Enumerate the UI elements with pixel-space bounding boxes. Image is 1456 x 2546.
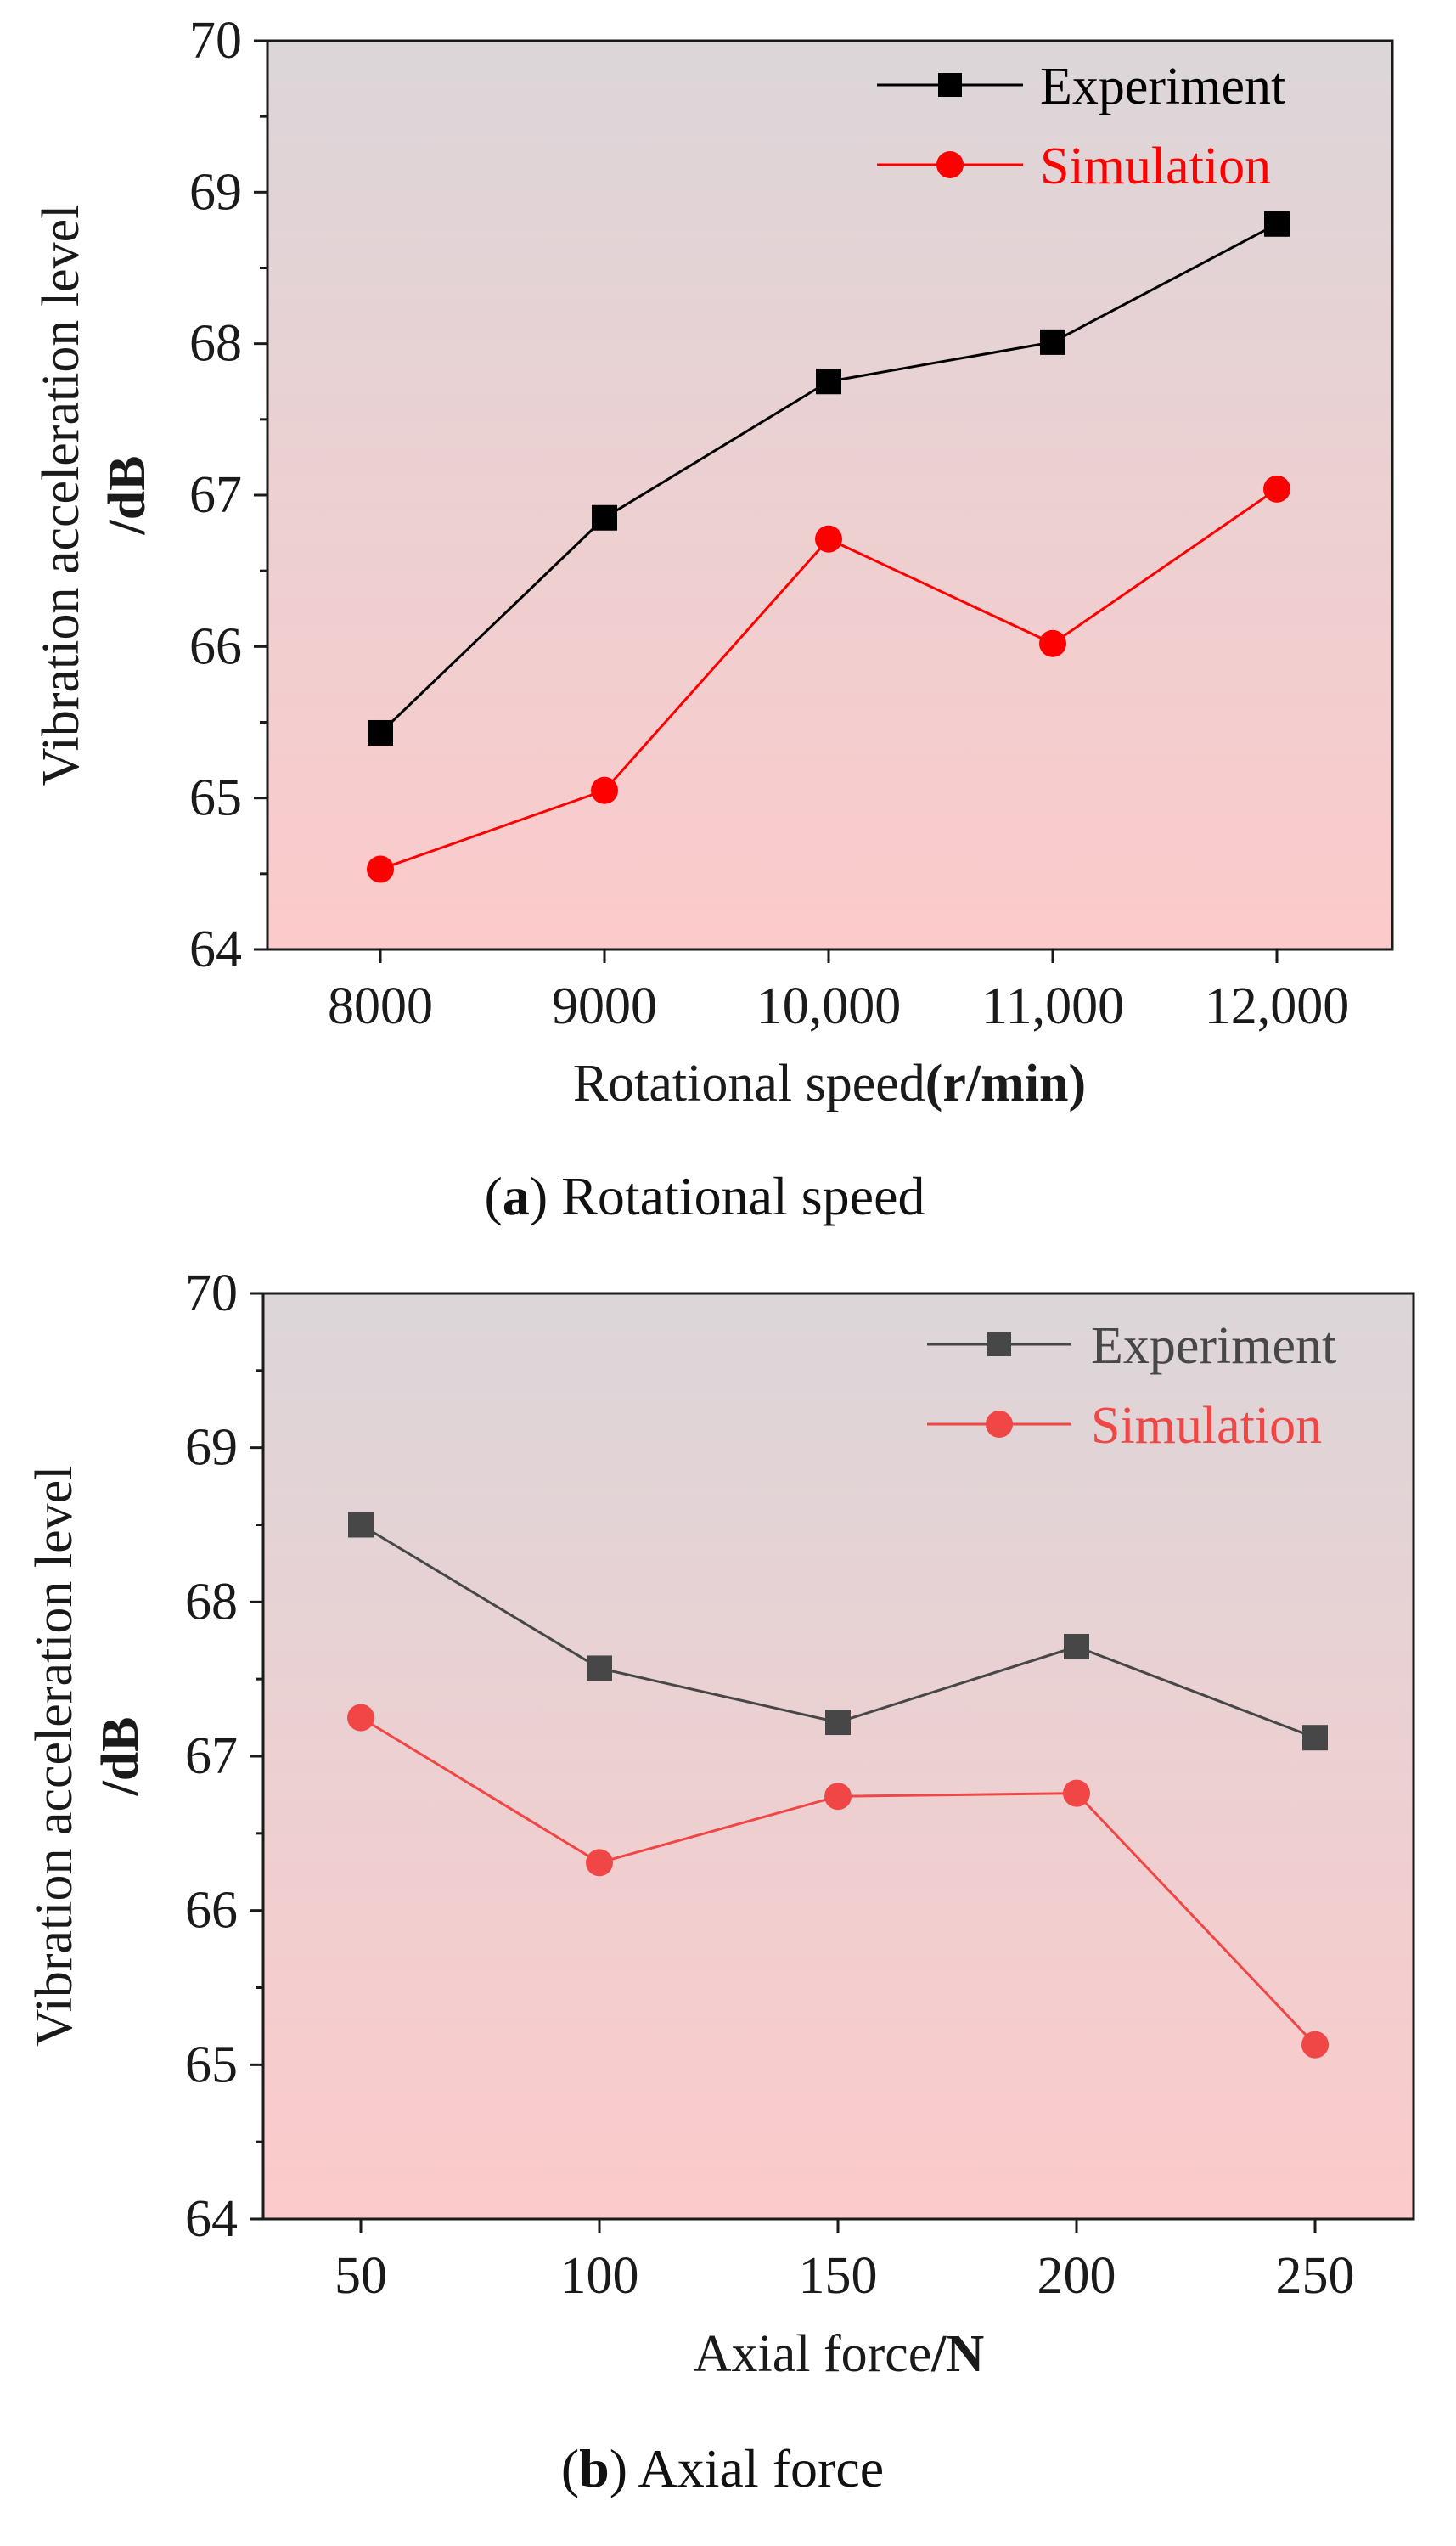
plot-area-background [266,39,1394,951]
y-tick-label: 66 [189,617,242,675]
point-experiment-9000 [592,504,617,531]
y-tick-label: 67 [189,466,242,524]
plot-area-background [261,1292,1415,2221]
x-axis-title-text: Axial force [694,2325,932,2383]
point-experiment-250 [1302,1725,1328,1751]
point-experiment-10,000 [816,369,841,395]
axis-ticks: 64 65 66 67 68 69 70 8000 9000 10,000 11,000 12,000 [189,12,1349,1035]
x-axis-title-unit: (r/min) [925,1055,1086,1112]
x-axis-title-unit: /N [930,2325,984,2383]
point-simulation-250 [1301,2031,1329,2059]
legend: Experiment Simulation [927,1317,1336,1455]
point-experiment-11,000 [1040,329,1065,355]
point-experiment-100 [587,1655,612,1681]
y-tick-label: 70 [185,1265,238,1322]
x-axis-title-text: Rotational speed [573,1055,925,1112]
x-tick-label: 150 [799,2247,878,2305]
point-simulation-10,000 [815,525,842,553]
legend-label-experiment: Experiment [1091,1317,1336,1375]
series-markers [367,211,1290,883]
y-tick-label: 64 [185,2190,238,2248]
x-axis-title: Axial force/N [694,2325,985,2383]
y-tick-label: 69 [189,163,242,221]
y-tick-label: 64 [189,921,242,978]
chart-rotational-speed: 64 65 66 67 68 69 70 8000 9000 10,000 11,000 12,000… [32,12,1394,1226]
x-tick-label: 8000 [328,977,433,1035]
legend-label-simulation: Simulation [1040,138,1271,195]
caption-a: (a) Rotational speed [485,1166,925,1226]
caption-b-letter: b [579,2438,610,2498]
caption-b: (b) Axial force [561,2438,884,2498]
legend-label-simulation: Simulation [1091,1397,1322,1455]
series-markers [347,1512,1329,2059]
y-tick-label: 67 [185,1727,238,1785]
point-simulation-150 [824,1783,852,1811]
legend-marker-simulation [936,151,964,178]
y-tick-label: 68 [189,315,242,373]
y-tick-label: 65 [185,2036,238,2093]
caption-b-text: Axial force [638,2438,885,2498]
x-tick-label: 50 [334,2247,387,2305]
y-axis-title-unit: /dB [98,455,156,535]
y-tick-label: 66 [185,1882,238,1940]
point-experiment-50 [348,1512,374,1538]
x-tick-label: 12,000 [1205,977,1350,1035]
point-experiment-200 [1064,1634,1089,1660]
legend: Experiment Simulation [877,58,1285,195]
caption-a-letter: a [503,1166,530,1226]
x-tick-label: 100 [560,2247,639,2305]
point-simulation-12,000 [1263,475,1290,503]
legend-marker-experiment [987,1332,1011,1356]
y-axis-title-unit: /dB [92,1716,149,1796]
point-experiment-12,000 [1264,211,1290,237]
point-simulation-11,000 [1039,629,1066,657]
point-simulation-100 [586,1849,613,1877]
axis-ticks: 64 65 66 67 68 69 70 50 100 150 200 250 [185,1265,1355,2305]
y-tick-label: 70 [189,12,242,70]
x-tick-label: 11,000 [981,977,1124,1035]
y-tick-label: 69 [185,1419,238,1477]
point-experiment-8000 [368,719,393,746]
x-tick-label: 9000 [552,977,657,1035]
point-experiment-150 [825,1710,851,1736]
point-simulation-9000 [591,776,618,804]
legend-marker-simulation [986,1411,1013,1438]
y-tick-label: 68 [185,1573,238,1631]
point-simulation-50 [347,1704,374,1732]
x-tick-label: 10,000 [756,977,902,1035]
x-tick-label: 200 [1037,2247,1116,2305]
y-tick-label: 65 [189,769,242,827]
x-axis-title: Rotational speed(r/min) [573,1055,1086,1112]
legend-marker-experiment [938,73,962,97]
y-axis-title: Vibration acceleration level [25,1466,83,2048]
caption-a-text: Rotational speed [561,1166,925,1226]
y-axis-title: Vibration acceleration level [32,205,90,786]
point-simulation-200 [1063,1779,1090,1807]
point-simulation-8000 [367,855,394,883]
x-tick-label: 250 [1276,2247,1355,2305]
legend-label-experiment: Experiment [1040,58,1285,115]
chart-axial-force: 64 65 66 67 68 69 70 50 100 150 200 250 Experiment … [25,1265,1415,2498]
